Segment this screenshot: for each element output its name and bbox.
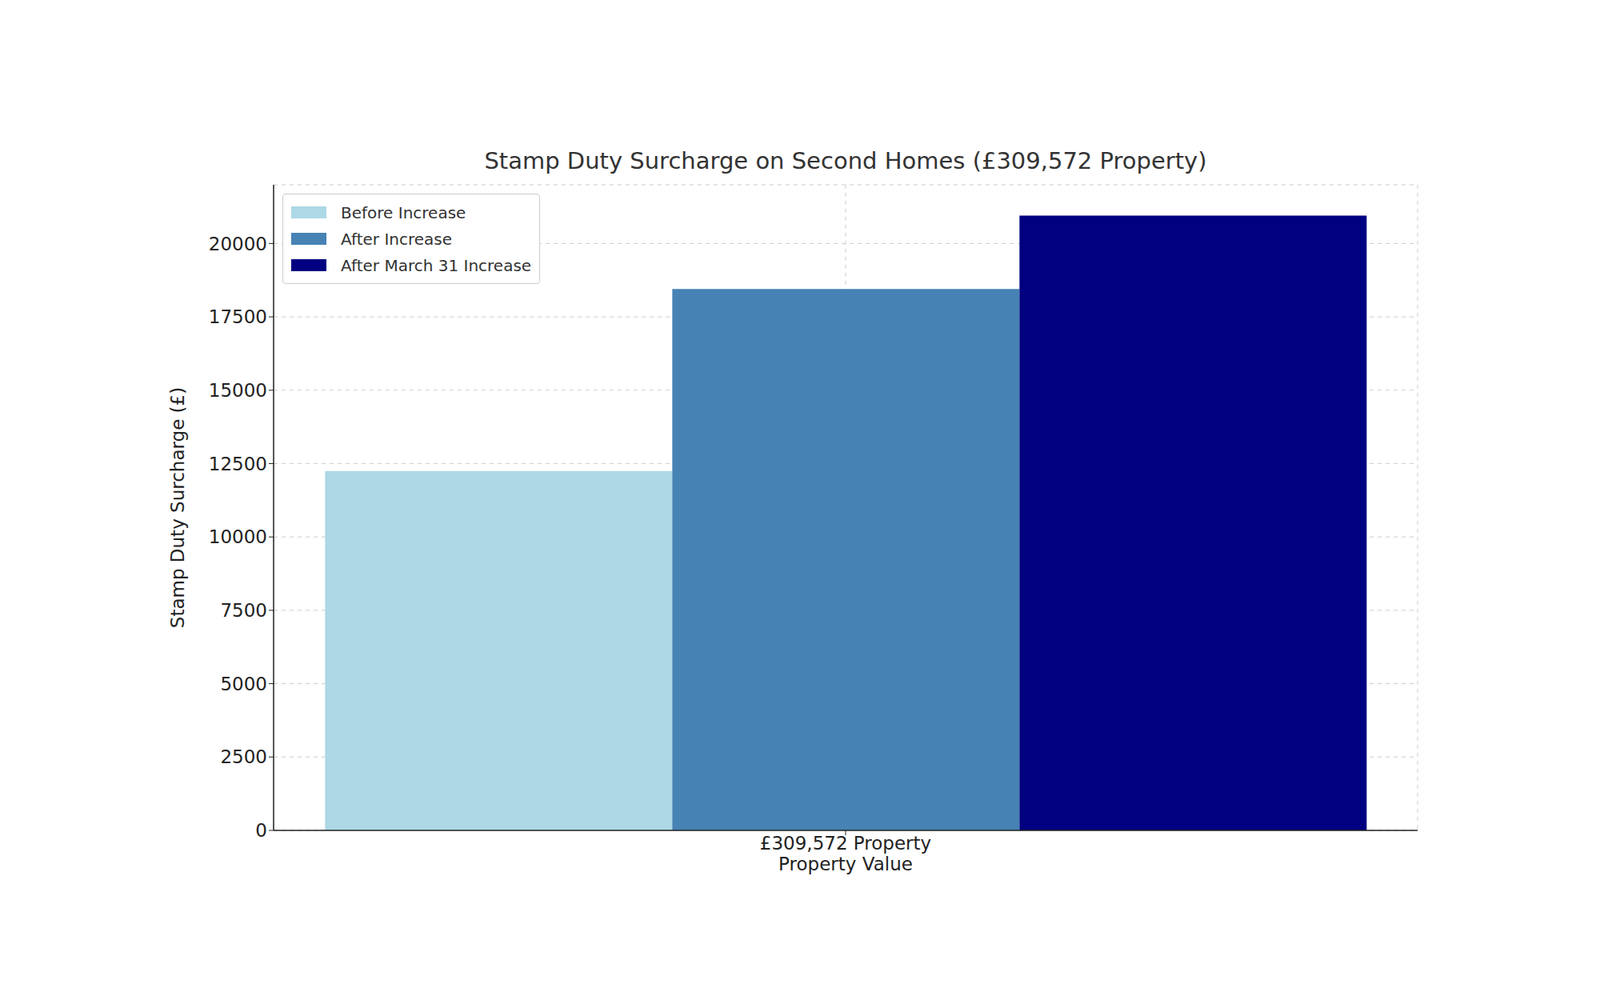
html-text:Stamp Duty Surcharge on Second: Stamp Duty Surcharge on Second Homes (£3… (484, 147, 1207, 175)
svg-text:5000: 5000 (220, 673, 268, 695)
html-text:Before Increase: Before Increase (340, 202, 466, 222)
svg-text:12500: 12500 (208, 453, 268, 475)
svg-text:10000: 10000 (208, 526, 268, 548)
html-text:After Increase: After Increase (340, 229, 452, 249)
svg-text:Property Value: Property Value (778, 853, 913, 875)
svg-text:£309,572 Property: £309,572 Property (760, 832, 932, 854)
svg-text:20000: 20000 (208, 233, 268, 255)
svg-text:7500: 7500 (220, 600, 268, 621)
svg-text:2500: 2500 (220, 746, 268, 768)
svg-text:Stamp Duty Surcharge (£): Stamp Duty Surcharge (£) (167, 387, 188, 628)
svg-text:17500: 17500 (208, 306, 268, 328)
svg-text:0: 0 (255, 820, 268, 841)
svg-text:15000: 15000 (208, 380, 268, 401)
html-text:After March 31 Increase: After March 31 Increase (340, 255, 532, 275)
